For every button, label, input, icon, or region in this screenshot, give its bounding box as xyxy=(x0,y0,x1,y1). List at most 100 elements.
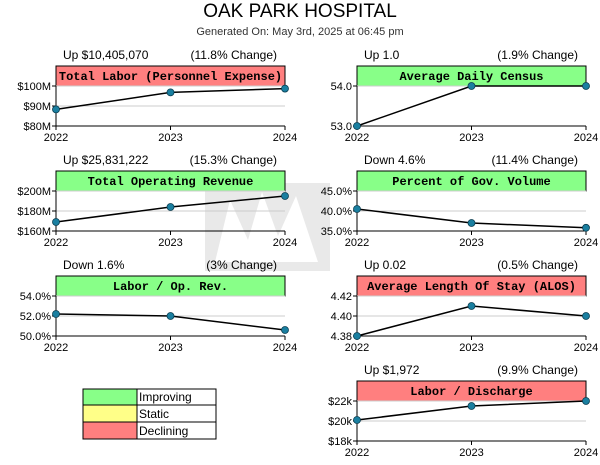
series-line xyxy=(356,305,587,337)
x-tick-label: 2023 xyxy=(459,342,483,354)
page-title: OAK PARK HOSPITAL xyxy=(203,1,397,22)
x-tick-label: 2023 xyxy=(158,132,182,144)
x-tick-label: 2024 xyxy=(273,342,297,354)
chart-title: Average Daily Census xyxy=(399,70,543,84)
y-tick-label: $90M xyxy=(23,101,51,113)
data-point xyxy=(353,205,361,213)
data-point xyxy=(582,397,590,405)
x-tick-label: 2024 xyxy=(273,237,297,249)
chart-labor-op-rev: Down 1.6% (3% Change) Labor / Op. Rev. 50.0… xyxy=(20,258,297,354)
x-tick-label: 2022 xyxy=(44,342,68,354)
change-amount: Up $1,972 xyxy=(364,363,420,377)
y-tick-label: $22k xyxy=(328,396,352,408)
chart-title: Total Labor (Personnel Expense) xyxy=(59,70,282,84)
y-tick-label: $160M xyxy=(17,226,51,238)
y-tick-label: 54.0 xyxy=(331,81,352,93)
data-point xyxy=(281,192,289,200)
generated-timestamp: Generated On: May 3rd, 2025 at 06:45 pm xyxy=(196,26,403,38)
legend-label-box-declining xyxy=(136,421,217,440)
data-point xyxy=(52,105,60,114)
x-tick-label: 2024 xyxy=(574,342,598,354)
y-tick-label: $200M xyxy=(17,186,51,198)
data-point xyxy=(52,310,60,318)
y-tick-label: 40.0% xyxy=(321,206,352,218)
change-amount: Down 1.6% xyxy=(63,258,125,272)
x-tick-label: 2024 xyxy=(574,132,598,144)
x-tick-label: 2022 xyxy=(44,237,68,249)
chart-percent-of-gov-volume: Down 4.6% (11.4% Change) Percent of Gov. V… xyxy=(321,153,598,249)
x-tick-label: 2023 xyxy=(158,342,182,354)
chart-panels: Up $10,405,070 (11.8% Change) Total Labor … xyxy=(17,48,598,459)
y-tick-label: 50.0% xyxy=(20,331,51,343)
y-tick-label: 45.0% xyxy=(321,186,352,198)
x-tick-label: 2023 xyxy=(459,132,483,144)
x-tick-label: 2024 xyxy=(574,237,598,249)
change-amount: Up 0.02 xyxy=(364,258,406,272)
data-point xyxy=(166,88,175,97)
x-tick-label: 2023 xyxy=(158,237,182,249)
y-tick-label: 35.0% xyxy=(321,226,352,238)
data-point xyxy=(467,219,476,227)
change-percent: (1.9% Change) xyxy=(497,48,578,62)
status-legend: Improving Static Declining xyxy=(82,388,217,440)
data-point xyxy=(353,122,361,130)
y-tick-label: 53.0 xyxy=(331,121,352,133)
data-point xyxy=(582,312,590,320)
legend-label-declining: Declining xyxy=(139,424,188,438)
change-percent: (11.8% Change) xyxy=(191,48,278,62)
change-percent: (15.3% Change) xyxy=(190,153,277,167)
series-line xyxy=(356,85,586,127)
data-point xyxy=(353,416,361,424)
y-tick-label: 52.0% xyxy=(20,311,51,323)
x-tick-label: 2022 xyxy=(44,132,68,144)
chart-total-labor-personnel-expense: Up $10,405,070 (11.8% Change) Total Labor … xyxy=(17,48,297,144)
chart-title: Total Operating Revenue xyxy=(88,175,254,189)
legend-swatch-declining xyxy=(82,421,138,440)
data-point xyxy=(52,218,60,226)
legend-item-declining: Declining xyxy=(82,421,217,440)
chart-total-operating-revenue: Up $25,831,222 (15.3% Change) Total Operat… xyxy=(17,153,297,249)
x-tick-label: 2022 xyxy=(345,342,369,354)
y-tick-label: 4.38 xyxy=(331,331,352,343)
chart-title: Labor / Op. Rev. xyxy=(113,280,228,294)
y-tick-label: $18k xyxy=(328,436,352,448)
y-tick-label: 4.40 xyxy=(331,311,352,323)
change-percent: (11.4% Change) xyxy=(492,153,579,167)
chart-title: Average Length Of Stay (ALOS) xyxy=(367,280,576,294)
change-amount: Up 1.0 xyxy=(364,48,400,62)
change-amount: Up $25,831,222 xyxy=(63,153,149,167)
change-amount: Up $10,405,070 xyxy=(63,48,149,62)
data-point xyxy=(467,82,476,90)
chart-average-length-of-stay-alos: Up 0.02 (0.5% Change) Average Length Of St… xyxy=(331,258,599,354)
change-percent: (3% Change) xyxy=(206,258,277,272)
legend-label-static: Static xyxy=(139,407,169,421)
legend-label-improving: Improving xyxy=(139,390,192,404)
x-tick-label: 2022 xyxy=(345,447,369,459)
legend-item-improving: Improving xyxy=(82,388,217,406)
chart-labor-discharge: Up $1,972 (9.9% Change) Labor / Discharge $… xyxy=(328,363,598,459)
x-tick-label: 2023 xyxy=(459,237,483,249)
x-tick-label: 2022 xyxy=(345,237,369,249)
y-tick-label: $80M xyxy=(23,121,51,133)
x-tick-label: 2023 xyxy=(459,447,483,459)
x-tick-label: 2022 xyxy=(345,132,369,144)
data-point xyxy=(353,332,361,340)
change-percent: (0.5% Change) xyxy=(497,258,578,272)
legend-item-static: Static xyxy=(82,404,217,423)
data-point xyxy=(166,203,175,211)
chart-average-daily-census: Up 1.0 (1.9% Change) Average Daily Census 5… xyxy=(331,48,599,144)
legend-swatch-static xyxy=(82,404,138,423)
data-point xyxy=(582,82,590,90)
data-point xyxy=(582,223,590,232)
x-tick-label: 2024 xyxy=(574,447,598,459)
change-amount: Down 4.6% xyxy=(364,153,426,167)
legend-swatch-improving xyxy=(82,388,138,406)
y-tick-label: $100M xyxy=(17,81,51,93)
change-percent: (9.9% Change) xyxy=(497,363,578,377)
y-tick-label: $180M xyxy=(17,206,51,218)
y-tick-label: 54.0% xyxy=(20,291,51,303)
x-tick-label: 2024 xyxy=(273,132,297,144)
data-point xyxy=(281,326,289,334)
y-tick-label: 4.42 xyxy=(331,291,352,303)
chart-title: Labor / Discharge xyxy=(410,385,532,399)
